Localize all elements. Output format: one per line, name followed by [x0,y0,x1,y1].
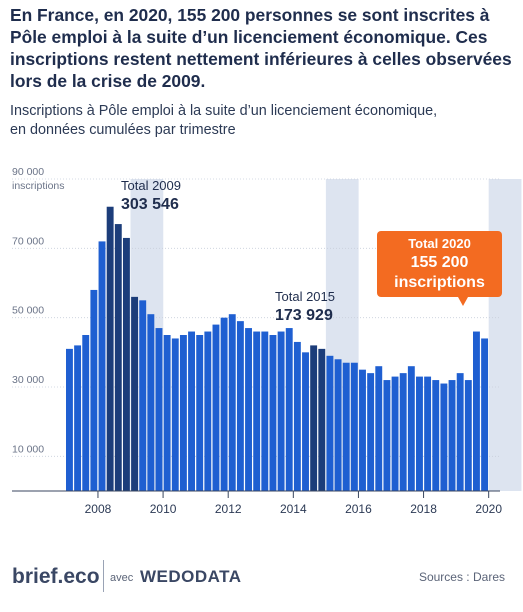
annotation-2020-box [377,231,502,297]
subtitle-line-1: Inscriptions à Pôle emploi à la suite d’… [10,103,438,119]
bar-q16 [196,335,204,491]
bar-q31 [318,348,326,491]
bar-q20 [228,314,236,491]
bar-q3 [90,289,98,491]
x-tick-label-2012: 2012 [215,502,242,516]
bar-q49 [464,380,472,491]
bar-q24 [261,331,269,491]
footer-avec: avec [110,572,134,584]
bar-q34 [342,362,350,491]
y-axis-label: inscriptions [12,180,65,192]
x-tick-label-2018: 2018 [410,502,437,516]
source-note: Sources : Dares [418,570,505,584]
bar-q51 [481,338,489,491]
highlight-band-2020 [488,179,522,491]
bar-q41 [399,373,407,491]
bar-q25 [269,335,277,491]
bar-q19 [220,317,228,491]
bar-q44 [424,376,432,491]
bar-q2 [82,335,90,491]
bar-q1 [74,345,82,491]
bar-q42 [407,366,415,491]
y-tick-label-30000: 30 000 [12,374,44,386]
bar-q43 [416,376,423,491]
x-tick-label-2020: 2020 [475,502,502,516]
bar-q6 [114,224,122,492]
bar-q12 [163,335,171,491]
bar-q29 [302,352,309,491]
bar-q11 [155,328,163,491]
bar-q32 [326,355,334,491]
y-tick-label-50000: 50 000 [12,305,44,317]
bar-q47 [448,380,456,491]
bar-chart: 90 000 70 000 50 000 30 000 10 000 inscriptio… [12,166,522,516]
x-tick-label-2008: 2008 [85,502,112,516]
bar-q17 [204,331,212,491]
bar-q33 [334,359,342,491]
bar-q22 [245,328,252,491]
bar-q35 [350,362,358,491]
bar-q46 [440,383,448,491]
y-tick-label-10000: 10 000 [12,443,44,455]
annotation-2015-value: 173 929 [275,307,333,324]
bar-q36 [359,369,366,491]
annotation-2020-unit: inscriptions [394,274,485,291]
bar-q28 [293,341,301,491]
x-tick-label-2016: 2016 [345,502,372,516]
bar-q9 [139,300,147,491]
y-tick-label-70000: 70 000 [12,235,44,247]
bar-q18 [212,324,220,491]
headline: En France, en 2020, 155 200 personnes se… [10,5,512,91]
brand-logo: brief.eco [12,565,100,588]
x-tick-label-2014: 2014 [280,502,307,516]
bar-q27 [285,328,293,491]
bar-q37 [367,373,375,491]
chart-subtitle: Inscriptions à Pôle emploi à la suite d’… [10,102,516,140]
bar-q5 [106,206,114,491]
bar-q10 [147,314,155,491]
annotation-2015-label: Total 2015 [275,289,335,304]
annotation-2009-value: 303 546 [121,196,179,213]
bar-q15 [188,331,195,491]
partner-logo: WEDODATA [140,567,242,586]
bar-q13 [171,338,179,491]
annotation-2020-pointer [458,297,468,306]
annotation-2009-label: Total 2009 [121,178,181,193]
bar-q0 [66,348,73,491]
bar-q7 [122,237,130,491]
bar-q50 [473,331,480,491]
y-tick-label-90000: 90 000 [12,166,44,178]
bar-q26 [277,331,285,491]
annotation-2020-value: 155 200 [411,254,469,271]
bar-q14 [179,335,187,491]
bar-q40 [391,376,399,491]
bar-q4 [98,241,106,491]
footer-divider [103,560,104,592]
bar-q45 [432,380,440,491]
bar-q38 [375,366,383,491]
bar-q23 [253,331,261,491]
bar-q39 [383,380,391,491]
annotation-2020-label: Total 2020 [408,236,471,251]
bar-q48 [456,373,464,491]
bar-q21 [236,321,244,491]
x-tick-label-2010: 2010 [150,502,177,516]
bar-q8 [131,296,139,491]
bar-q30 [310,345,318,491]
subtitle-line-2: en données cumulées par trimestre [10,122,236,138]
